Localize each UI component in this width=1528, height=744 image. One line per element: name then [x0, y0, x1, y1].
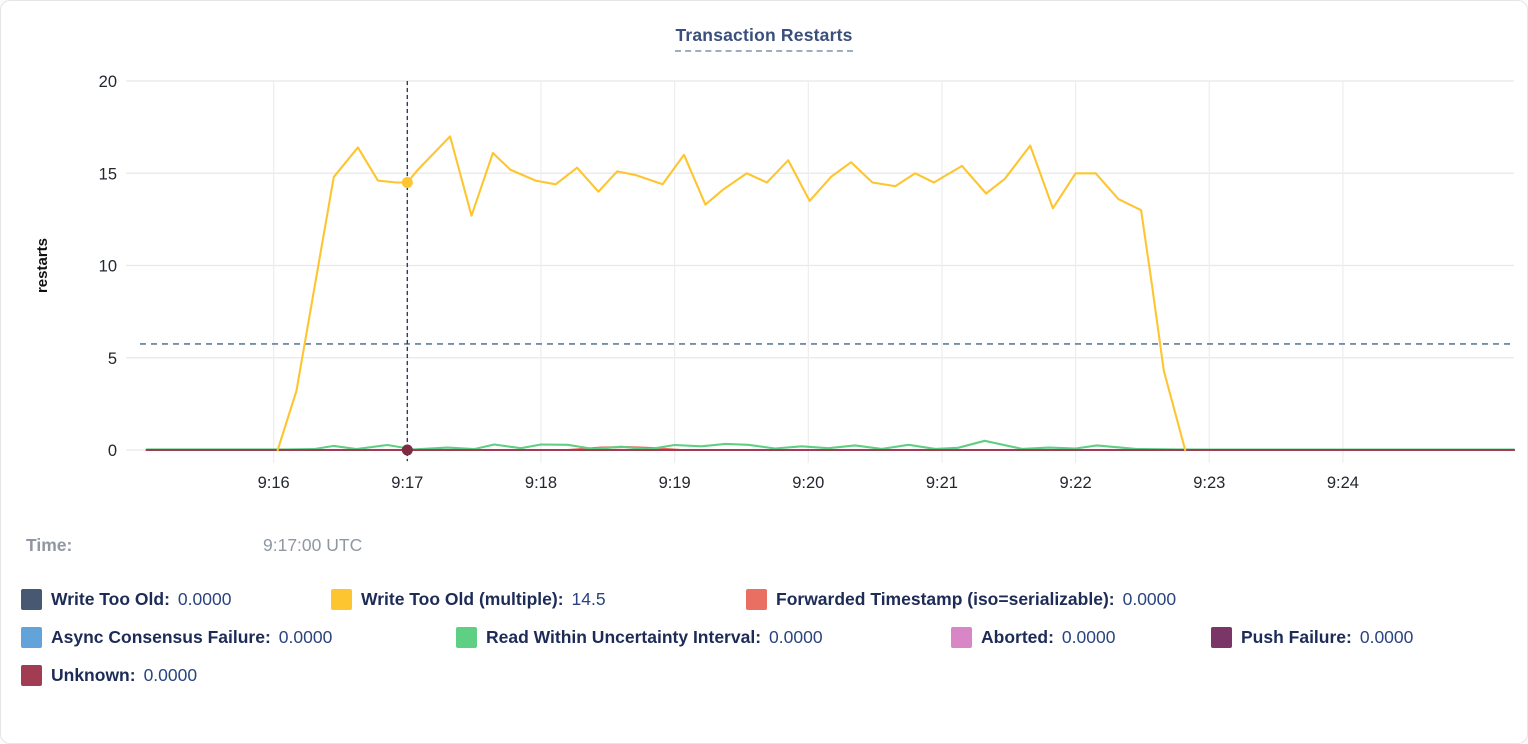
y-tick-label: 10 [99, 258, 117, 276]
y-axis-label: restarts [34, 238, 51, 293]
y-tick-label: 0 [108, 442, 117, 460]
y-tick-label: 20 [99, 73, 117, 91]
legend-value: 0.0000 [143, 665, 198, 685]
legend-row: Unknown: 0.0000 [21, 665, 1515, 686]
legend-label: Write Too Old (multiple): [361, 589, 564, 609]
x-tick-label: 9:18 [525, 474, 557, 492]
legend-color-swatch [746, 589, 767, 610]
legend-color-swatch [21, 627, 42, 648]
legend-color-swatch [21, 589, 42, 610]
legend-label: Write Too Old: [51, 589, 170, 609]
cursor-marker [401, 176, 413, 188]
legend-label: Read Within Uncertainty Interval: [486, 627, 762, 647]
legend-row: Write Too Old: 0.0000 Write Too Old (multi… [21, 589, 1515, 610]
series-line [276, 135, 1187, 452]
transaction-restarts-chart[interactable]: 0 5 10 15 20 9:16 9:17 9:18 9:19 9:20 9:21 9:22 9:23… [1, 1, 1528, 517]
y-tick-label: 5 [108, 350, 117, 368]
legend-item: Write Too Old (multiple): 14.5 [331, 589, 746, 610]
time-value: 9:17:00 UTC [263, 535, 363, 555]
chart-legend: Write Too Old: 0.0000 Write Too Old (multi… [21, 589, 1515, 703]
legend-label: Async Consensus Failure: [51, 627, 271, 647]
x-tick-label: 9:21 [926, 474, 958, 492]
legend-value: 0.0000 [1122, 589, 1177, 609]
legend-color-swatch [21, 665, 42, 686]
y-tick-label: 15 [99, 165, 117, 183]
legend-item: Read Within Uncertainty Interval: 0.0000 [456, 627, 951, 648]
legend-value: 0.0000 [1061, 627, 1116, 647]
legend-item: Write Too Old: 0.0000 [21, 589, 331, 610]
chart-title-wrap: Transaction Restarts [1, 25, 1527, 52]
legend-value: 0.0000 [177, 589, 232, 609]
cursor-marker [401, 444, 413, 456]
legend-row: Async Consensus Failure: 0.0000 Read Withi… [21, 627, 1515, 648]
legend-item: Aborted: 0.0000 [951, 627, 1211, 648]
x-tick-label: 9:19 [659, 474, 691, 492]
legend-color-swatch [331, 589, 352, 610]
legend-value: 0.0000 [769, 627, 823, 647]
legend-value: 0.0000 [1359, 627, 1414, 647]
series-line [145, 439, 1516, 451]
legend-item: Push Failure: 0.0000 [1211, 627, 1413, 648]
x-tick-label: 9:22 [1060, 474, 1092, 492]
x-tick-label: 9:16 [258, 474, 290, 492]
legend-label: Forwarded Timestamp (iso=serializable): [776, 589, 1115, 609]
chart-title[interactable]: Transaction Restarts [675, 25, 853, 52]
legend-color-swatch [951, 627, 972, 648]
legend-label: Unknown: [51, 665, 136, 685]
x-tick-label: 9:24 [1327, 474, 1359, 492]
legend-item: Forwarded Timestamp (iso=serializable): 0… [746, 589, 1176, 610]
legend-color-swatch [456, 627, 477, 648]
legend-item: Unknown: 0.0000 [21, 665, 197, 686]
time-row: Time: 9:17:00 UTC [26, 535, 362, 556]
legend-label: Push Failure: [1241, 627, 1352, 647]
legend-value: 14.5 [571, 589, 606, 609]
legend-item: Async Consensus Failure: 0.0000 [21, 627, 456, 648]
x-tick-label: 9:23 [1193, 474, 1225, 492]
time-label: Time: [26, 535, 73, 555]
legend-value: 0.0000 [278, 627, 333, 647]
x-tick-label: 9:20 [792, 474, 824, 492]
legend-color-swatch [1211, 627, 1232, 648]
x-tick-label: 9:17 [391, 474, 423, 492]
legend-label: Aborted: [981, 627, 1054, 647]
